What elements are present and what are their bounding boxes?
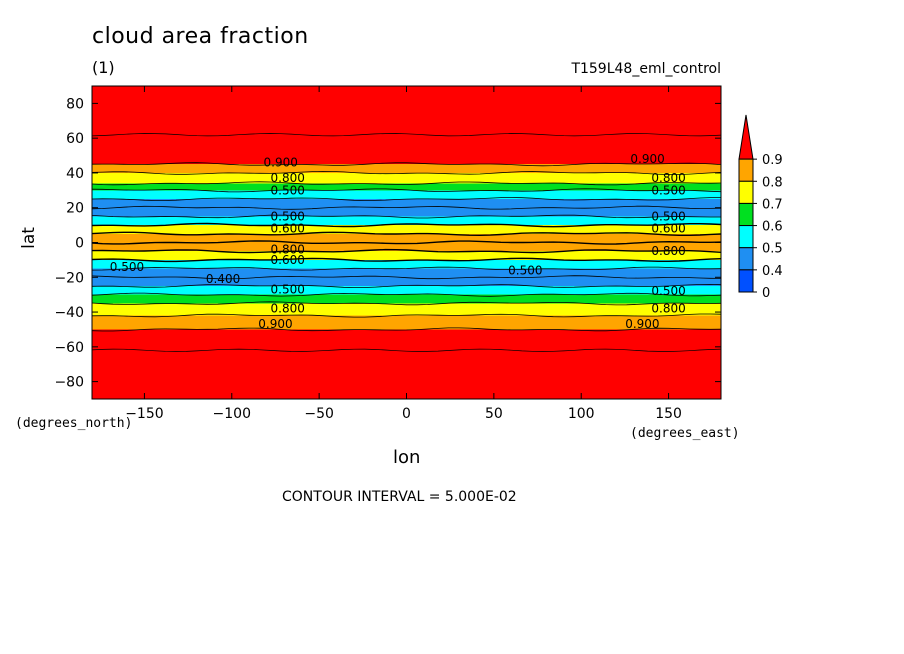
contour-label: 0.600 <box>651 222 685 236</box>
contour-line <box>91 162 722 167</box>
contour-label: 0.900 <box>258 317 292 331</box>
contour-line <box>91 275 722 280</box>
contour-label: 0.500 <box>110 260 144 274</box>
contour-label: 0.600 <box>271 253 305 267</box>
colorbar-swatch <box>738 269 754 293</box>
contour-line <box>91 170 722 175</box>
colorbar-level-label: 0.4 <box>762 264 783 279</box>
colorbar-swatch <box>738 225 754 249</box>
contour-label: 0.500 <box>508 263 542 277</box>
contour-label: 0.800 <box>271 242 305 256</box>
x-tick-label: −150 <box>125 406 163 422</box>
contour-label: 0.600 <box>271 222 305 236</box>
contour-label: 0.800 <box>651 302 685 316</box>
contour-line <box>91 240 722 245</box>
contour-label: 0.500 <box>651 209 685 223</box>
x-tick-label: 150 <box>655 406 682 422</box>
contour-line <box>91 266 722 271</box>
y-tick-label: −20 <box>54 270 84 286</box>
contour-line <box>91 214 721 219</box>
y-tick-label: 60 <box>66 131 84 147</box>
contour-label: 0.800 <box>271 302 305 316</box>
contour-line <box>91 248 722 254</box>
colorbar-level-label: 0 <box>762 286 770 301</box>
contour-line <box>91 231 722 237</box>
contour-line <box>91 257 722 263</box>
colorbar-swatch <box>738 247 754 271</box>
colorbar-extend-arrow <box>738 114 754 160</box>
x-tick-label: −50 <box>304 406 334 422</box>
colorbar-swatch <box>738 180 754 204</box>
contour-line <box>91 327 722 332</box>
colorbar-level-label: 0.8 <box>762 175 783 190</box>
chart-title: cloud area fraction <box>92 24 309 49</box>
run-name: T159L48_eml_control <box>571 61 721 77</box>
lon-units-label: (degrees_east) <box>630 426 740 441</box>
contour-label: 0.800 <box>651 171 685 185</box>
contour-line <box>91 348 722 352</box>
contour-lines <box>91 133 722 352</box>
contour-line <box>91 292 722 297</box>
contour-label: 0.500 <box>271 183 305 197</box>
units-label: (1) <box>92 58 115 77</box>
colorbar-level-label: 0.7 <box>762 197 783 212</box>
contour-label: 0.400 <box>206 272 240 286</box>
contour-line <box>91 197 721 201</box>
contour-label: 0.800 <box>271 171 305 185</box>
contour-line <box>91 205 722 210</box>
contour-label: 0.500 <box>651 183 685 197</box>
x-tick-label: −100 <box>213 406 251 422</box>
contour-label: 0.500 <box>651 284 685 298</box>
x-tick-label: 50 <box>485 406 503 422</box>
axis-ticks: −150 −100 −50 0 50 100 150 80 60 40 20 0 −20 −40 −60 −8… <box>54 86 721 422</box>
contour-label: 0.500 <box>271 282 305 296</box>
y-tick-label: 0 <box>75 236 84 252</box>
contour-labels: 0.9000.8000.5000.5000.6000.8000.6000.500… <box>110 152 686 331</box>
y-tick-label: 40 <box>66 166 84 182</box>
x-tick-label: 0 <box>402 406 411 422</box>
y-tick-label: −80 <box>54 375 84 391</box>
colorbar-swatch <box>738 158 754 182</box>
contour-label: 0.900 <box>625 317 659 331</box>
contour-label: 0.900 <box>264 156 298 170</box>
lat-units-label: (degrees_north) <box>15 416 133 431</box>
contour-line <box>91 181 722 186</box>
x-axis-label: lon <box>393 447 421 468</box>
contour-line <box>91 301 722 306</box>
colorbar-level-label: 0.9 <box>762 153 783 168</box>
colorbar-swatch <box>738 202 754 227</box>
colorbar-level-label: 0.6 <box>762 220 783 235</box>
contour-label: 0.800 <box>651 244 685 258</box>
contour-line <box>91 188 722 193</box>
colorbar: 0 0.4 0.5 0.6 0.7 0.8 0.9 <box>738 114 783 301</box>
contour-line <box>91 133 722 137</box>
contour-label: 0.900 <box>630 152 664 166</box>
x-tick-label: 100 <box>568 406 595 422</box>
y-tick-label: 20 <box>66 201 84 217</box>
contour-label: 0.500 <box>271 209 305 223</box>
contour-line <box>91 283 722 288</box>
contour-line <box>91 222 722 228</box>
contour-line <box>91 313 722 318</box>
y-tick-label: −40 <box>54 305 84 321</box>
y-tick-label: −60 <box>54 340 84 356</box>
y-tick-label: 80 <box>66 96 84 112</box>
contour-interval-note: CONTOUR INTERVAL = 5.000E-02 <box>282 489 517 505</box>
colorbar-level-label: 0.5 <box>762 242 783 257</box>
